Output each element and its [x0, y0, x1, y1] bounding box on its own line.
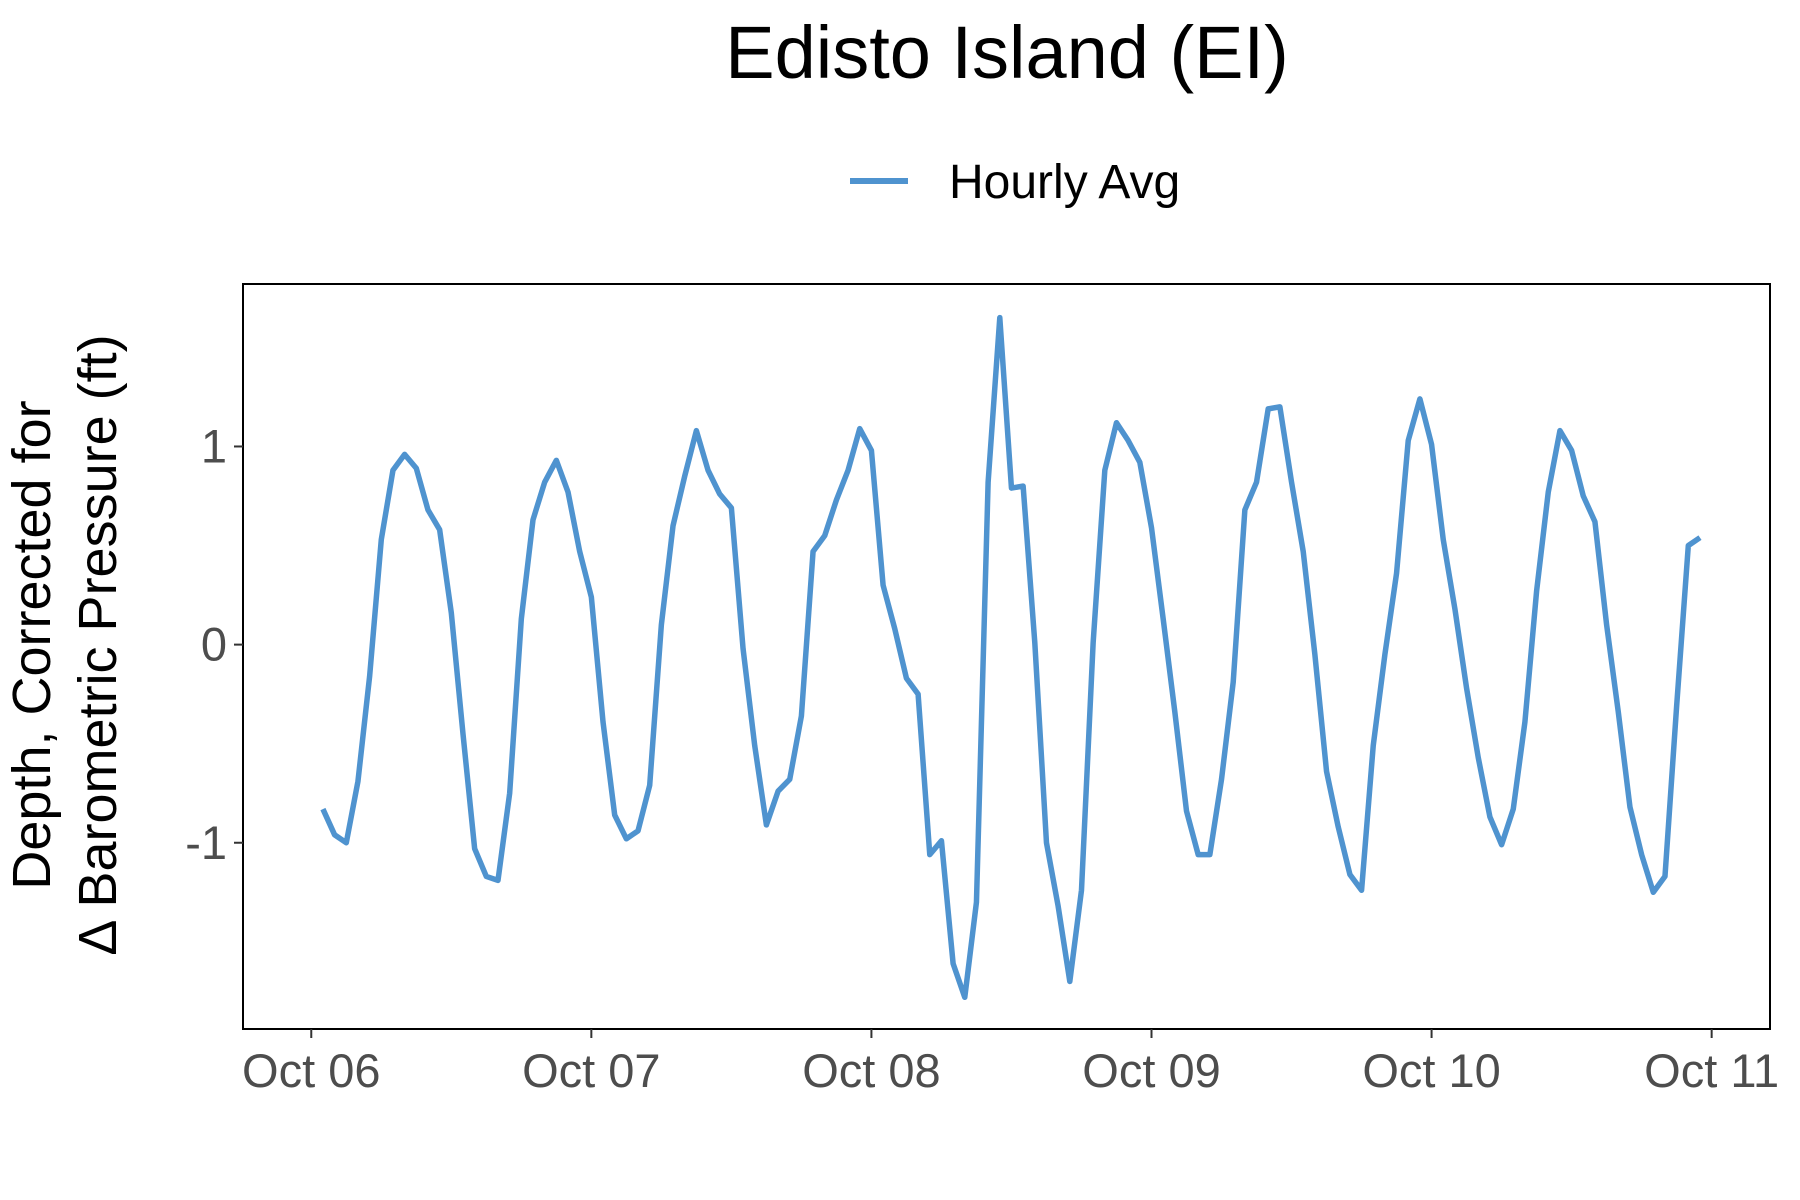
- legend-label: Hourly Avg: [949, 156, 1180, 209]
- y-axis-title-line: Depth, Corrected for: [2, 400, 62, 889]
- x-tick-label: Oct 11: [1644, 1044, 1779, 1097]
- x-tick-label: Oct 10: [1362, 1044, 1500, 1097]
- x-tick-label: Oct 07: [522, 1044, 660, 1097]
- y-tick-label: 1: [201, 419, 227, 472]
- plot-border: [242, 283, 1771, 1030]
- y-axis-title: Depth, Corrected for Δ Barometric Pressu…: [2, 334, 128, 955]
- x-tick-label: Oct 06: [242, 1044, 380, 1097]
- chart-title: Edisto Island (EI): [725, 11, 1288, 94]
- x-tick-label: Oct 09: [1082, 1044, 1220, 1097]
- data-line: [320, 314, 1702, 1001]
- x-tick-label: Oct 08: [802, 1044, 940, 1097]
- y-tick-label: 0: [201, 618, 227, 671]
- y-axis-title-line: Δ Barometric Pressure (ft): [68, 334, 128, 955]
- y-tick-label: -1: [185, 816, 227, 869]
